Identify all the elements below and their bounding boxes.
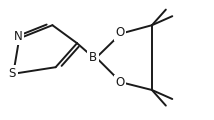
Text: O: O (115, 76, 125, 89)
Text: S: S (9, 67, 16, 80)
Text: O: O (115, 26, 125, 39)
Text: B: B (89, 51, 97, 64)
Text: N: N (14, 30, 22, 43)
